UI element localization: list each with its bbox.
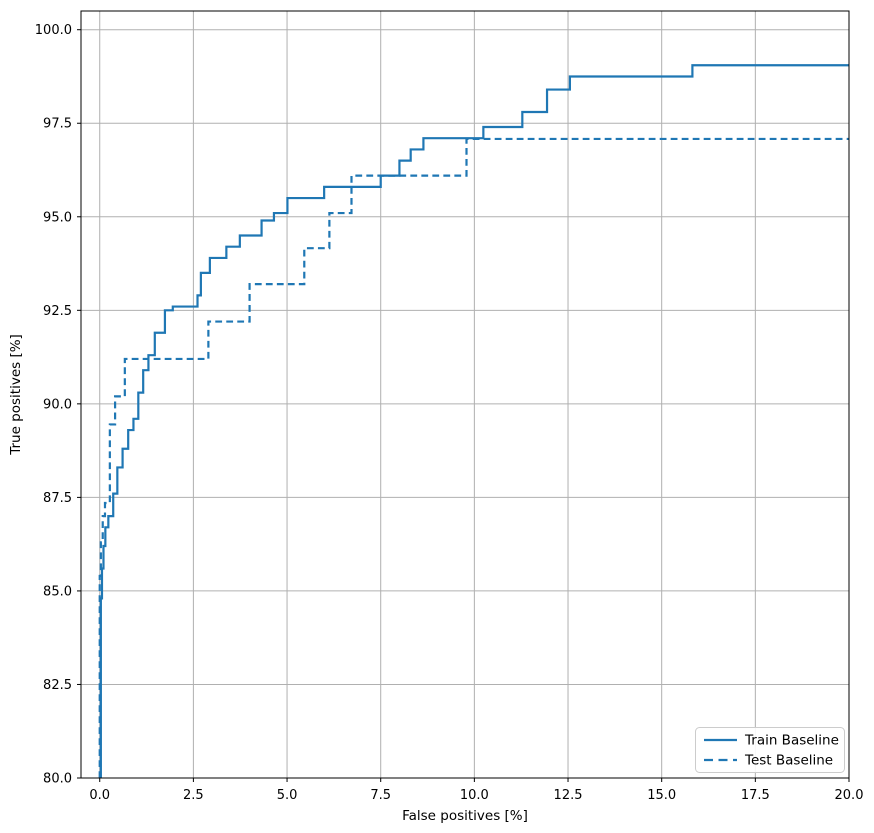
x-tick-label: 15.0	[647, 788, 676, 803]
x-tick-label: 12.5	[554, 788, 583, 803]
series-line-train	[99, 64, 849, 778]
grid	[81, 11, 850, 779]
y-tick-label: 80.0	[43, 772, 72, 787]
x-tick-label: 10.0	[460, 788, 489, 803]
x-tick-label: 7.5	[370, 788, 391, 803]
series-line-test	[98, 137, 849, 778]
x-axis-label: False positives [%]	[402, 808, 528, 824]
x-tick-label: 20.0	[835, 788, 864, 803]
x-tick-label: 2.5	[183, 788, 204, 803]
y-axis-label: True positives [%]	[8, 334, 24, 456]
y-tick-label: 87.5	[43, 491, 72, 506]
legend-box	[695, 727, 845, 773]
y-tick-label: 95.0	[43, 210, 72, 225]
y-tick-label: 92.5	[43, 304, 72, 319]
y-tick-label: 90.0	[43, 397, 72, 412]
axes-spines	[80, 10, 850, 779]
x-tick-label: 5.0	[277, 788, 298, 803]
legend: Train Baseline Test Baseline	[695, 727, 845, 773]
x-tick-label: 0.0	[89, 788, 110, 803]
tick-marks	[77, 29, 850, 782]
legend-label-test: Test Baseline	[744, 753, 833, 769]
y-tick-label: 97.5	[43, 117, 72, 132]
y-tick-label: 82.5	[43, 678, 72, 693]
y-tick-label: 85.0	[43, 584, 72, 599]
y-tick-label: 100.0	[35, 23, 72, 38]
x-tick-label: 17.5	[741, 788, 770, 803]
legend-label-train: Train Baseline	[744, 733, 839, 749]
